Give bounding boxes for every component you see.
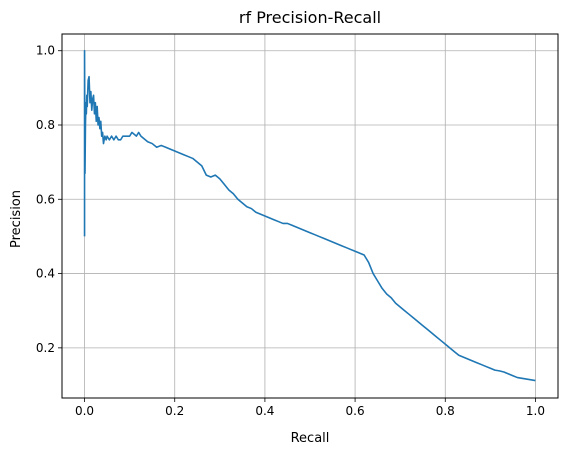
- x-tick-label: 0.6: [346, 404, 365, 418]
- chart-title: rf Precision-Recall: [239, 8, 381, 27]
- x-tick-label: 0.4: [255, 404, 274, 418]
- y-tick-label: 0.4: [36, 267, 55, 281]
- y-axis-label: Precision: [9, 190, 24, 248]
- axis-ticks: 0.0 0.2 0.4 0.6 0.8 1.0 0.2 0.4 0.6 0.8 1.0: [36, 44, 545, 418]
- x-axis-label: Recall: [291, 431, 330, 446]
- y-tick-label: 0.6: [36, 192, 55, 206]
- plot-frame: [61, 33, 559, 399]
- x-tick-label: 0.2: [165, 404, 184, 418]
- y-tick-label: 0.8: [36, 118, 55, 132]
- x-tick-label: 0.0: [75, 404, 94, 418]
- series-layer: [83, 49, 536, 382]
- precision-recall-curve: [83, 49, 536, 382]
- x-tick-label: 0.8: [436, 404, 455, 418]
- y-tick-label: 1.0: [36, 44, 55, 58]
- x-tick-label: 1.0: [526, 404, 545, 418]
- y-tick-label: 0.2: [36, 341, 55, 355]
